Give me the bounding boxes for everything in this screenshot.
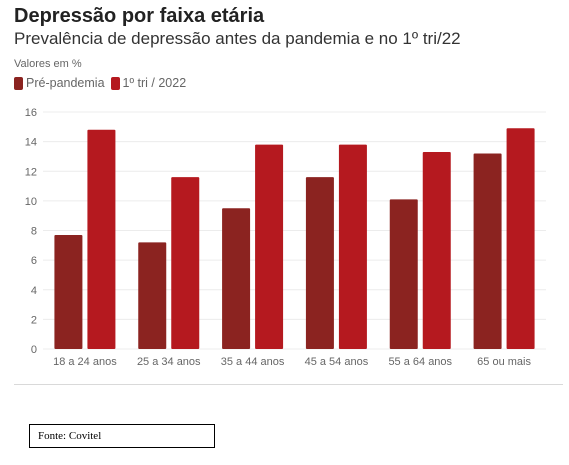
y-tick-label: 16 (25, 107, 37, 119)
bar-pre-pandemia (138, 242, 167, 349)
x-tick-label: 25 a 34 anos (137, 356, 201, 368)
bar-tri-2022 (506, 128, 535, 349)
y-tick-label: 14 (25, 137, 37, 149)
y-tick-label: 2 (31, 314, 37, 326)
x-tick-label: 35 a 44 anos (221, 356, 285, 368)
legend-item-pre-pandemia: Pré-pandemia (14, 76, 105, 90)
units-note: Valores em % (14, 58, 82, 70)
source-text: Fonte: Covitel (38, 430, 102, 442)
legend-label-pre-pandemia: Pré-pandemia (26, 76, 105, 90)
chart-header: Depressão por faixa etária Prevalência d… (14, 4, 554, 70)
y-tick-label: 8 (31, 226, 37, 238)
y-tick-label: 4 (31, 285, 37, 297)
bar-pre-pandemia (305, 177, 334, 349)
x-tick-label: 55 a 64 anos (388, 356, 452, 368)
divider (14, 384, 563, 385)
bar-tri-2022 (87, 129, 116, 349)
y-tick-label: 10 (25, 196, 37, 208)
bar-tri-2022 (338, 144, 367, 349)
source-box: Fonte: Covitel (29, 424, 215, 448)
legend-label-tri-2022: 1º tri / 2022 (122, 76, 187, 90)
y-tick-label: 0 (31, 344, 37, 356)
bar-pre-pandemia (473, 153, 502, 349)
y-tick-label: 12 (25, 166, 37, 178)
chart-subtitle: Prevalência de depressão antes da pandem… (14, 29, 461, 48)
legend-item-tri-2022: 1º tri / 2022 (110, 76, 187, 90)
legend-swatch-pre-pandemia (14, 76, 23, 90)
bar-pre-pandemia (389, 199, 418, 349)
bar-pre-pandemia (54, 234, 83, 349)
legend-swatch-tri-2022 (110, 76, 120, 90)
y-tick-label: 6 (31, 255, 37, 267)
bar-tri-2022 (255, 144, 284, 349)
bar-chart: 0 2 4 6 8 10 12 14 16 18 a 24 anos 25 a 34 anos 35 … (25, 107, 546, 368)
chart-legend: Pré-pandemia 1º tri / 2022 (14, 76, 192, 90)
bar-pre-pandemia (222, 208, 251, 349)
x-tick-label: 18 a 24 anos (53, 356, 117, 368)
bar-tri-2022 (171, 177, 200, 349)
x-tick-label: 65 ou mais (477, 356, 531, 368)
x-tick-label: 45 a 54 anos (305, 356, 369, 368)
bar-tri-2022 (422, 151, 451, 349)
chart-title: Depressão por faixa etária (14, 5, 265, 27)
